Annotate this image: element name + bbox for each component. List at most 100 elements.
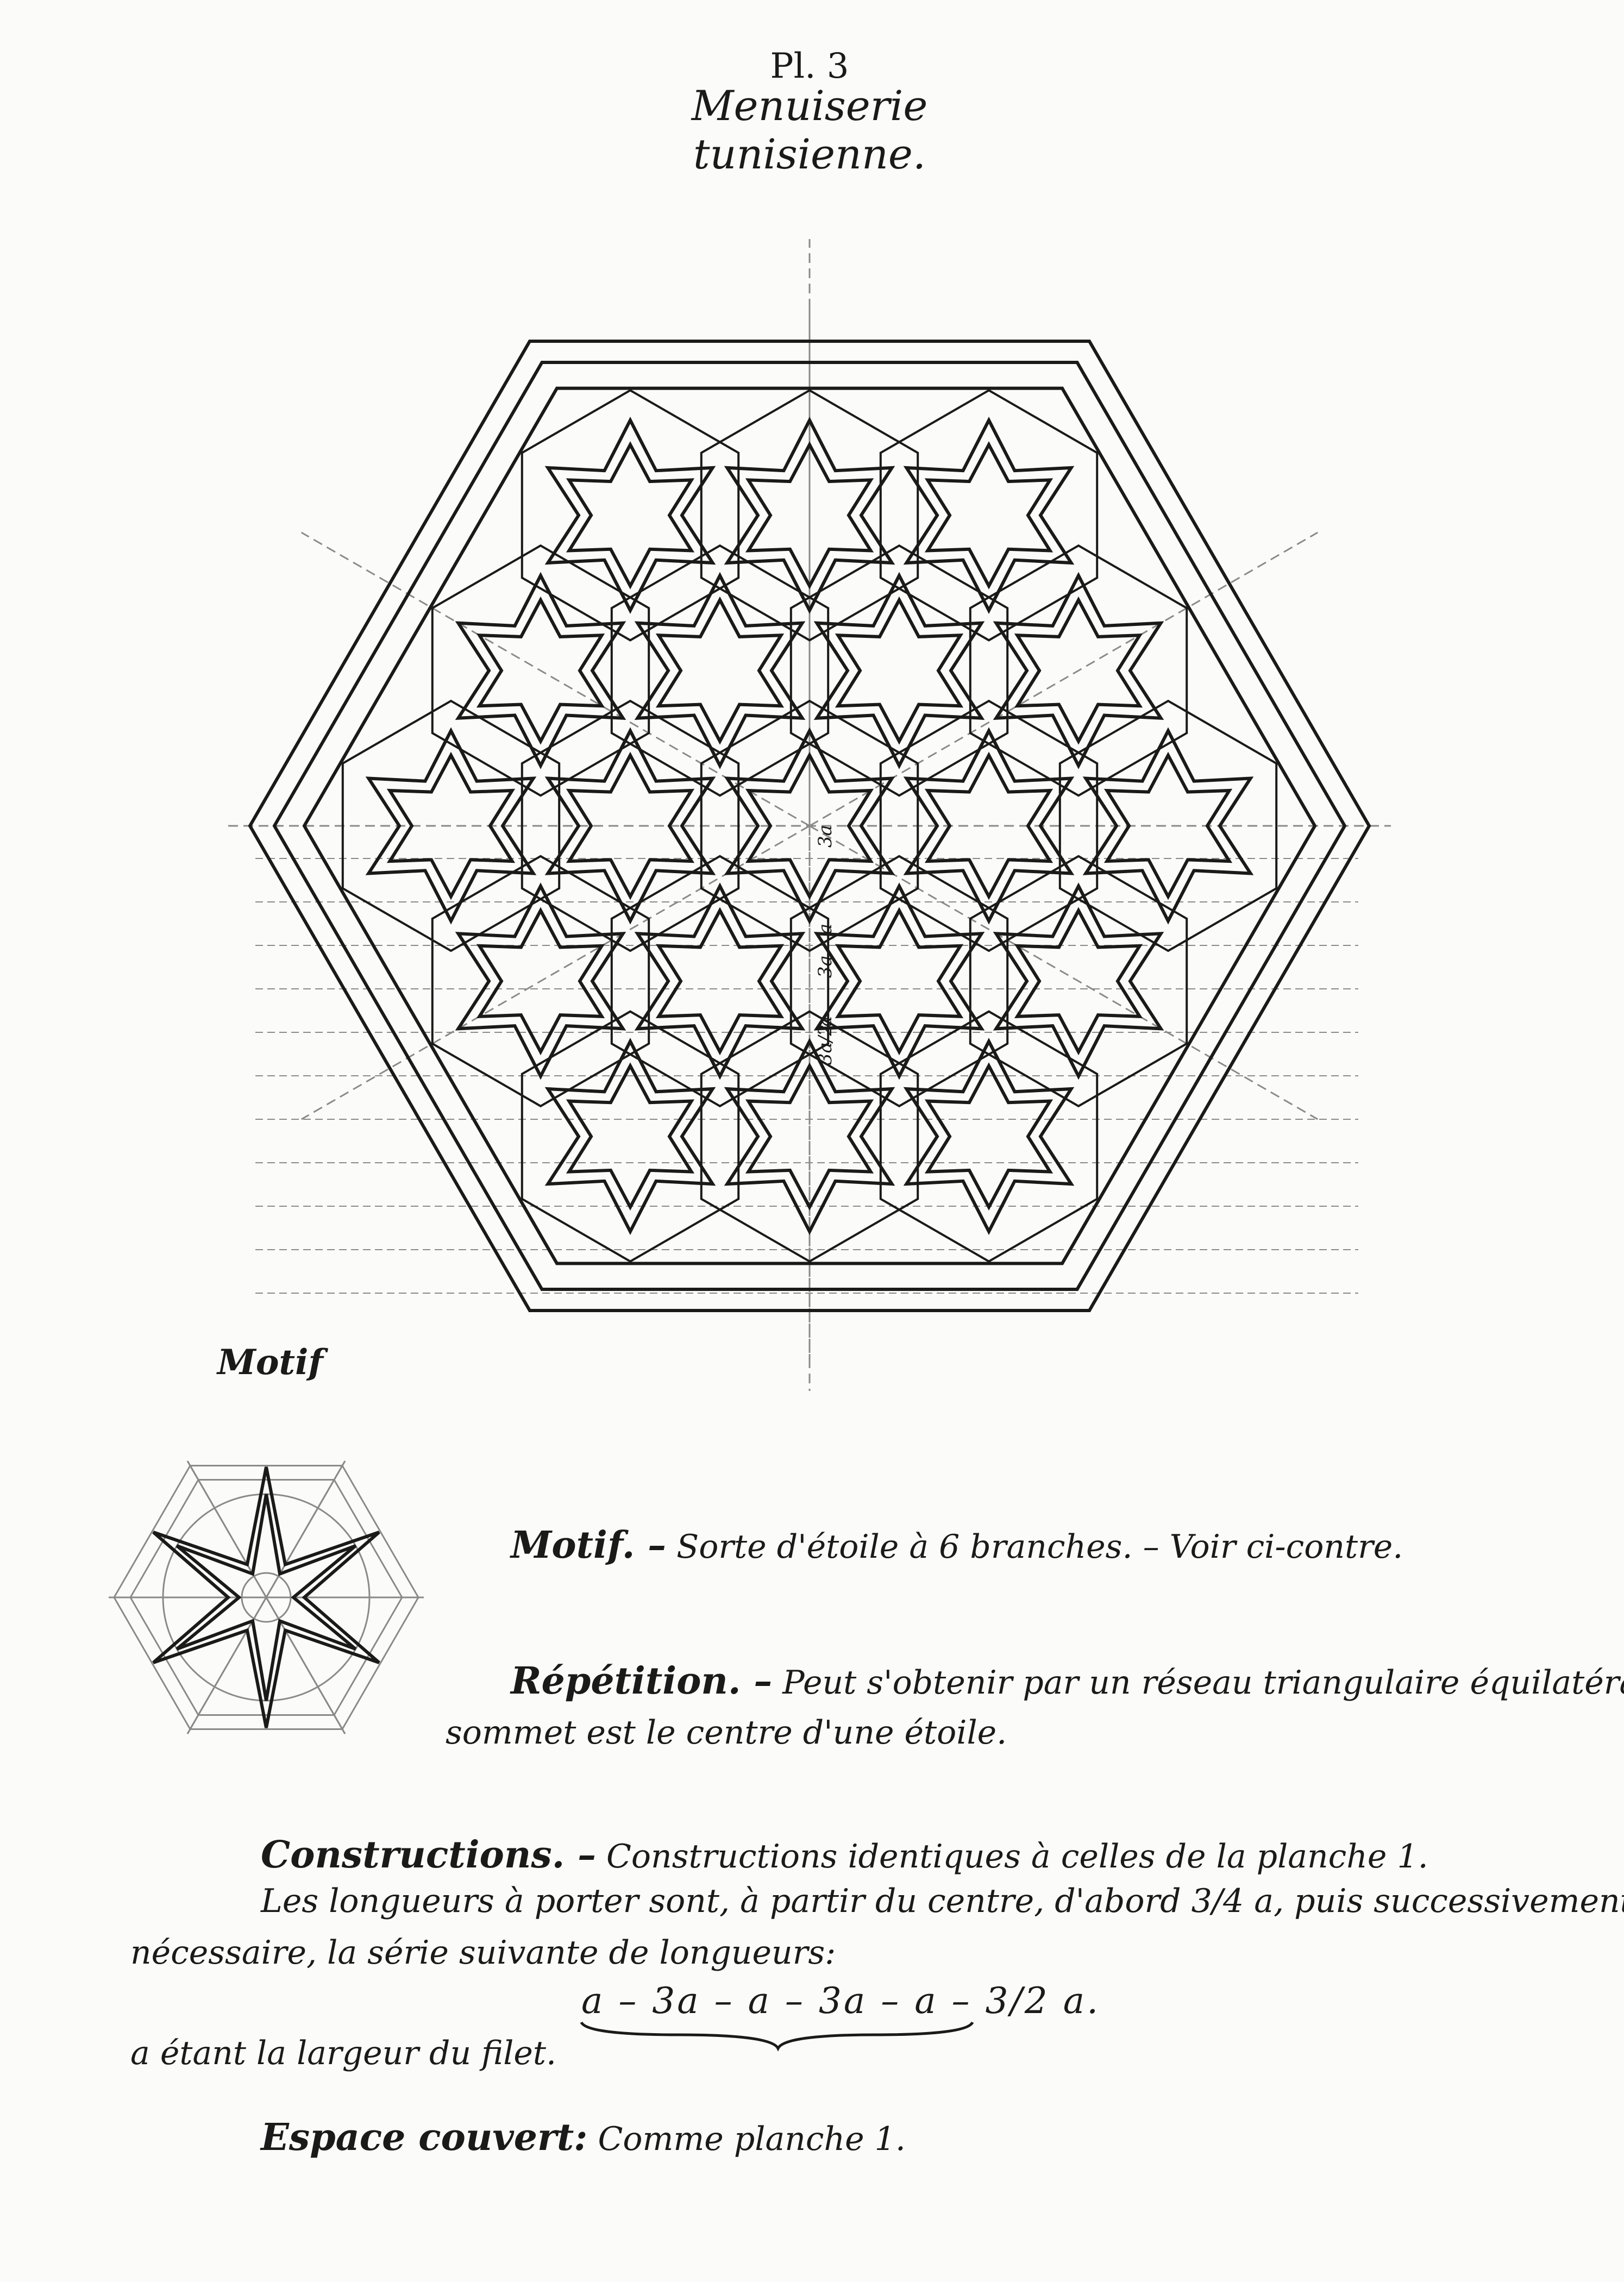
star-motif [789, 855, 1009, 1108]
dimension-label: 3a/2 [814, 1024, 836, 1065]
star-motif [969, 544, 1188, 797]
star-motif [700, 1010, 919, 1263]
star-lattice [341, 389, 1278, 1263]
star-outer [634, 572, 806, 769]
espace-heading: Espace couvert: [261, 2116, 588, 2159]
star-motif [700, 389, 919, 642]
star-inner [1014, 907, 1143, 1056]
star-hexagon-band [610, 544, 830, 797]
motif-star-inner [175, 1494, 357, 1701]
star-outer [903, 1038, 1075, 1236]
star-inner [655, 596, 785, 745]
star-outer [455, 572, 626, 769]
star-inner [835, 596, 964, 745]
star-hexagon-band [879, 389, 1099, 642]
length-series: a – 3a – a – 3a – a – 3/2 a. [581, 1980, 1101, 2022]
star-outer [724, 416, 895, 614]
hexagon-border [248, 340, 1371, 1312]
motif-construction [109, 1460, 424, 1734]
star-inner [386, 751, 516, 900]
star-motif [1058, 699, 1278, 952]
star-hexagon-band [431, 855, 650, 1108]
hexagon-outline [248, 340, 1371, 1312]
star-motif [879, 389, 1099, 642]
motif-heading: Motif. – [511, 1524, 667, 1567]
motif-star-figure [109, 1460, 424, 1734]
star-outer [903, 727, 1075, 925]
star-motif [431, 544, 650, 797]
star-outer [544, 1038, 716, 1236]
star-hexagon-band [789, 544, 1009, 797]
star-motif [969, 855, 1188, 1108]
repetition-body-1: Peut s'obtenir par un réseau triangulair… [782, 1664, 1624, 1702]
repetition-line-2: sommet est le centre d'une étoile. [446, 1714, 1007, 1752]
dimension-label: 3a [814, 955, 836, 978]
star-hexagon-band [879, 1010, 1099, 1263]
dimension-label: a [814, 924, 836, 935]
star-inner [924, 751, 1054, 900]
star-hexagon-band [969, 544, 1188, 797]
star-outer [455, 882, 626, 1080]
plate-title: Menuiserie tunisienne. [691, 82, 928, 178]
repetition-line-1: Répétition. – Peut s'obtenir par un rése… [511, 1657, 1624, 1705]
star-hexagon-band [700, 1010, 919, 1263]
constructions-heading: Constructions. – [261, 1833, 596, 1877]
constructions-line-1: Constructions. – Constructions identique… [261, 1831, 1428, 1879]
motif-star [152, 1466, 380, 1728]
star-outer [993, 572, 1164, 769]
dimension-label: a [814, 1016, 836, 1027]
motif-body: Sorte d'étoile à 6 branches. – Voir ci-c… [666, 1528, 1403, 1566]
star-outer [813, 572, 985, 769]
dimension-label: 3a [814, 825, 836, 848]
star-outer [634, 882, 806, 1080]
star-outer [544, 416, 716, 614]
constructions-body-1: Constructions identiques à celles de la … [595, 1838, 1428, 1876]
motif-axis [186, 1460, 346, 1734]
diagonal-axis [809, 531, 1319, 827]
star-hexagon-band [969, 855, 1188, 1108]
hexagon-outline [302, 386, 1317, 1265]
constructions-line-2: Les longueurs à porter sont, à partir du… [261, 1882, 1624, 1920]
star-motif [431, 855, 650, 1108]
espace-body: Comme planche 1. [587, 2120, 906, 2158]
star-motif [610, 855, 830, 1108]
star-motif [341, 699, 561, 952]
star-motif [521, 699, 740, 952]
star-outer [903, 416, 1075, 614]
star-inner [745, 1062, 874, 1211]
star-motif [879, 1010, 1099, 1263]
star-hexagon-band [521, 1010, 740, 1263]
star-hexagon-band [521, 699, 740, 952]
star-outer [993, 882, 1164, 1080]
star-motif [700, 699, 919, 952]
motif-star-outer [152, 1466, 380, 1728]
star-inner [835, 907, 964, 1056]
star-motif [610, 544, 830, 797]
star-inner [476, 596, 605, 745]
star-motif [789, 544, 1009, 797]
star-hexagon-band [341, 699, 561, 952]
star-outer [724, 1038, 895, 1236]
repetition-heading: Répétition. – [511, 1659, 773, 1703]
star-inner [924, 441, 1054, 590]
star-motif [521, 389, 740, 642]
espace-couvert-line: Espace couvert: Comme planche 1. [261, 2114, 906, 2161]
star-hexagon-band [700, 699, 919, 952]
star-inner [745, 751, 874, 900]
star-inner [1014, 596, 1143, 745]
star-hexagon-band [789, 855, 1009, 1108]
star-inner [655, 907, 785, 1056]
constructions-line-3: nécessaire, la série suivante de longueu… [130, 1934, 836, 1972]
star-hexagon-band [879, 699, 1099, 952]
motif-label: Motif [217, 1342, 323, 1383]
star-outer [1082, 727, 1254, 925]
star-hexagon-band [431, 544, 650, 797]
star-inner [476, 907, 605, 1056]
star-hexagon-band [610, 855, 830, 1108]
star-hexagon-band [521, 389, 740, 642]
star-inner [566, 751, 695, 900]
hexagon-outline [272, 361, 1347, 1291]
star-motif [879, 699, 1099, 952]
